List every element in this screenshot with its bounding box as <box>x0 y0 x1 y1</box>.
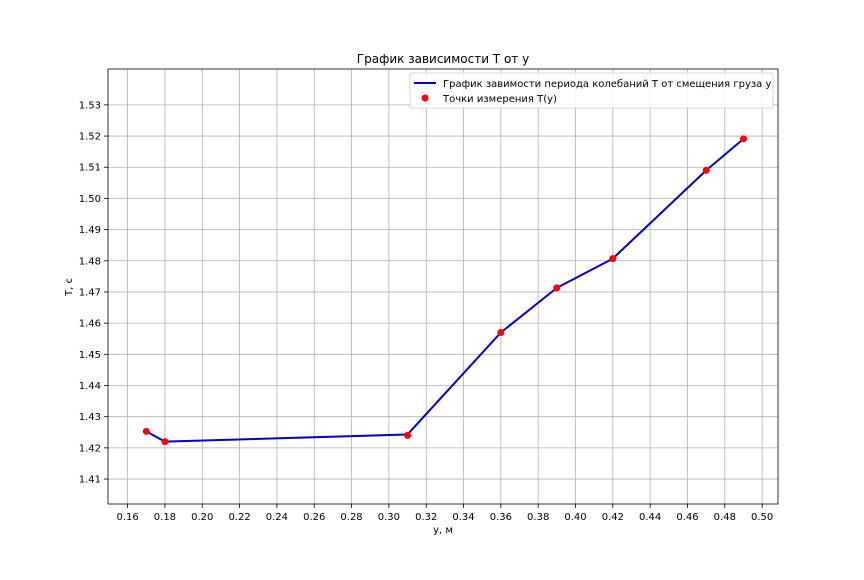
y-tick-label: 1.52 <box>79 132 101 143</box>
x-tick-label: 0.18 <box>154 512 176 523</box>
y-tick-label: 1.44 <box>79 381 101 392</box>
x-tick-label: 0.46 <box>676 512 698 523</box>
x-tick-label: 0.32 <box>415 512 437 523</box>
y-tick-label: 1.53 <box>79 100 101 111</box>
x-tick-label: 0.36 <box>490 512 512 523</box>
y-tick-label: 1.43 <box>79 412 101 423</box>
x-tick-label: 0.48 <box>714 512 736 523</box>
x-tick-label: 0.30 <box>378 512 400 523</box>
y-tick-label: 1.45 <box>79 350 101 361</box>
y-axis-label: T, c <box>64 278 75 297</box>
y-tick-label: 1.51 <box>79 163 101 174</box>
x-axis-ticks: 0.16 0.18 0.20 0.22 0.24 0.26 0.28 0.30 0.32 0.34… <box>116 504 773 523</box>
plot-area <box>108 69 778 504</box>
x-axis-label: y, м <box>433 525 453 536</box>
data-point <box>609 255 617 263</box>
x-tick-label: 0.22 <box>228 512 250 523</box>
data-point <box>404 431 412 439</box>
x-tick-label: 0.28 <box>340 512 362 523</box>
series-layer <box>145 138 745 443</box>
x-tick-label: 0.20 <box>191 512 213 523</box>
legend-box <box>409 72 774 109</box>
y-axis-ticks: 1.41 1.42 1.43 1.44 1.45 1.46 1.47 1.48 1.49 1.50… <box>79 100 108 486</box>
data-point <box>553 284 561 292</box>
chart-title: График зависимости T от y <box>357 52 529 66</box>
data-point <box>739 135 747 143</box>
series-line <box>145 138 745 443</box>
x-tick-label: 0.50 <box>751 512 773 523</box>
plot-frame <box>107 68 779 505</box>
x-tick-label: 0.44 <box>639 512 661 523</box>
data-point <box>702 166 710 174</box>
x-tick-label: 0.38 <box>527 512 549 523</box>
x-tick-label: 0.24 <box>266 512 288 523</box>
y-tick-label: 1.42 <box>79 443 101 454</box>
points-layer <box>142 135 747 446</box>
y-tick-label: 1.46 <box>79 319 101 330</box>
y-tick-label: 1.49 <box>79 225 101 236</box>
legend: График завимости периода колебаний T от … <box>409 72 774 109</box>
y-tick-label: 1.50 <box>79 194 101 205</box>
data-point <box>161 438 169 446</box>
legend-point-swatch <box>421 94 429 102</box>
x-tick-label: 0.34 <box>452 512 474 523</box>
legend-label-points: Точки измерения T(y) <box>442 94 557 105</box>
x-tick-label: 0.42 <box>602 512 624 523</box>
legend-label-line: График завимости периода колебаний T от … <box>443 79 771 90</box>
data-point <box>142 427 150 435</box>
y-tick-label: 1.41 <box>79 475 101 486</box>
x-tick-label: 0.16 <box>116 512 138 523</box>
x-tick-label: 0.26 <box>303 512 325 523</box>
y-tick-label: 1.47 <box>79 287 101 298</box>
y-tick-label: 1.48 <box>79 256 101 267</box>
data-point <box>497 328 505 336</box>
x-tick-label: 0.40 <box>564 512 586 523</box>
